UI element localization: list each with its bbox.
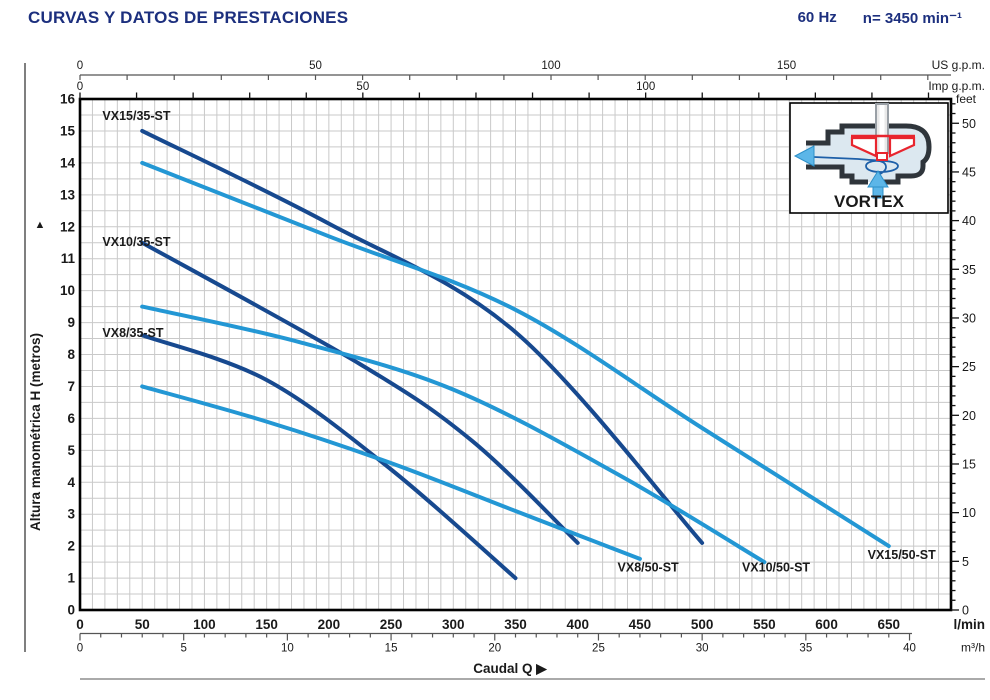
lmin-tick-label: 450 — [629, 617, 652, 632]
curve-vx15-50-st — [140, 160, 891, 549]
m3h-tick-label: 30 — [696, 643, 709, 655]
metros-tick-label: 13 — [60, 187, 76, 202]
impeller-icon — [850, 134, 916, 161]
us-gpm-tick-label: 0 — [77, 60, 83, 72]
metros-tick-label: 2 — [67, 539, 75, 554]
lmin-unit-label: l/min — [953, 617, 985, 632]
imp-gpm-unit-label: Imp g.p.m. — [928, 79, 985, 93]
m3h-tick-label: 5 — [180, 643, 186, 655]
speed-value: n= 3450 min⁻¹ — [862, 10, 962, 27]
feet-tick-label: 45 — [962, 165, 976, 179]
feet-unit-label: feet — [956, 92, 977, 106]
metros-tick-label: 6 — [67, 411, 75, 426]
m3h-tick-label: 40 — [903, 643, 916, 655]
feet-tick-label: 30 — [962, 311, 976, 325]
metros-tick-label: 1 — [67, 571, 75, 586]
m3h-tick-label: 25 — [592, 643, 605, 655]
curve-vx8-35-st — [140, 333, 518, 581]
lmin-tick-label: 0 — [76, 617, 84, 632]
us-gpm-tick-label: 50 — [309, 60, 322, 72]
m3h-tick-label: 35 — [799, 643, 812, 655]
metros-tick-label: 11 — [61, 251, 76, 266]
feet-tick-label: 5 — [962, 555, 969, 569]
metros-tick-label: 10 — [60, 283, 75, 298]
metros-tick-label: 4 — [67, 475, 75, 490]
feet-tick-label: 15 — [962, 457, 976, 471]
us-gpm-unit-label: US g.p.m. — [932, 58, 985, 72]
y-axis-title: Altura manométrica H (metros) — [28, 333, 43, 531]
lmin-tick-label: 250 — [380, 617, 403, 632]
lmin-tick-label: 500 — [691, 617, 714, 632]
curve-label: VX8/50-ST — [618, 561, 680, 575]
inflow-arrow-icon — [867, 170, 889, 199]
vortex-inset: VORTEX — [789, 102, 949, 214]
lmin-tick-label: 400 — [566, 617, 589, 632]
m3h-tick-label: 0 — [77, 643, 83, 655]
y-axis-arrow-icon: ▲ — [35, 219, 46, 231]
metros-tick-label: 14 — [60, 155, 76, 170]
lmin-tick-label: 50 — [135, 617, 150, 632]
frequency-value: 60 Hz — [797, 9, 837, 26]
curve-label: VX15/50-ST — [868, 548, 936, 562]
metros-tick-label: 8 — [67, 347, 75, 362]
m3h-unit-label: m³/h — [961, 641, 985, 655]
lmin-tick-label: 550 — [753, 617, 776, 632]
feet-tick-label: 50 — [962, 117, 976, 131]
x-axis-title: Caudal Q ▶ — [473, 661, 548, 676]
m3h-tick-label: 15 — [385, 643, 398, 655]
curve-label: VX10/35-ST — [102, 235, 170, 249]
feet-tick-label: 25 — [962, 360, 976, 374]
metros-tick-label: 16 — [60, 92, 76, 107]
m3h-tick-label: 10 — [281, 643, 294, 655]
lmin-tick-label: 350 — [504, 617, 527, 632]
curve-label: VX8/35-ST — [102, 326, 164, 340]
feet-tick-label: 35 — [962, 263, 976, 277]
flow-line — [813, 156, 899, 182]
lmin-tick-label: 150 — [255, 617, 278, 632]
feet-tick-label: 0 — [962, 604, 969, 618]
curve-vx10-50-st — [140, 304, 767, 565]
metros-tick-label: 5 — [67, 443, 75, 458]
lmin-tick-label: 300 — [442, 617, 465, 632]
pump-housing-outline — [806, 123, 932, 185]
metros-tick-label: 9 — [67, 315, 75, 330]
header: CURVAS Y DATOS DE PRESTACIONES 60 Hz n= … — [0, 0, 990, 40]
curve-vx15-35-st — [140, 128, 705, 545]
vortex-label: VORTEX — [834, 192, 905, 211]
lmin-tick-label: 600 — [815, 617, 838, 632]
metros-tick-label: 3 — [67, 507, 75, 522]
plot-border — [78, 97, 953, 612]
lmin-tick-label: 200 — [318, 617, 341, 632]
curve-vx10-35-st — [140, 240, 580, 545]
curve-label: VX10/50-ST — [742, 561, 810, 575]
frequency-speed: 60 Hz n= 3450 min⁻¹ — [798, 9, 962, 27]
outflow-arrow-icon — [793, 145, 815, 167]
imp-gpm-tick-label: 100 — [636, 81, 655, 93]
imp-gpm-tick-label: 0 — [77, 81, 83, 93]
feet-tick-label: 40 — [962, 214, 976, 228]
m3h-tick-label: 20 — [488, 643, 501, 655]
imp-gpm-tick-label: 50 — [356, 81, 369, 93]
metros-tick-label: 12 — [60, 219, 75, 234]
metros-tick-label: 0 — [67, 603, 75, 618]
lmin-tick-label: 100 — [193, 617, 216, 632]
pump-shaft-highlight — [879, 105, 885, 152]
us-gpm-tick-label: 100 — [541, 60, 560, 72]
lmin-tick-label: 650 — [878, 617, 901, 632]
page-title: CURVAS Y DATOS DE PRESTACIONES — [28, 8, 349, 27]
curve-label: VX15/35-ST — [102, 109, 170, 123]
feet-tick-label: 10 — [962, 506, 976, 520]
metros-tick-label: 15 — [60, 123, 76, 138]
metros-tick-label: 7 — [67, 379, 75, 394]
curve-vx8-50-st — [140, 384, 642, 561]
feet-tick-label: 20 — [962, 409, 976, 423]
us-gpm-tick-label: 150 — [777, 60, 796, 72]
